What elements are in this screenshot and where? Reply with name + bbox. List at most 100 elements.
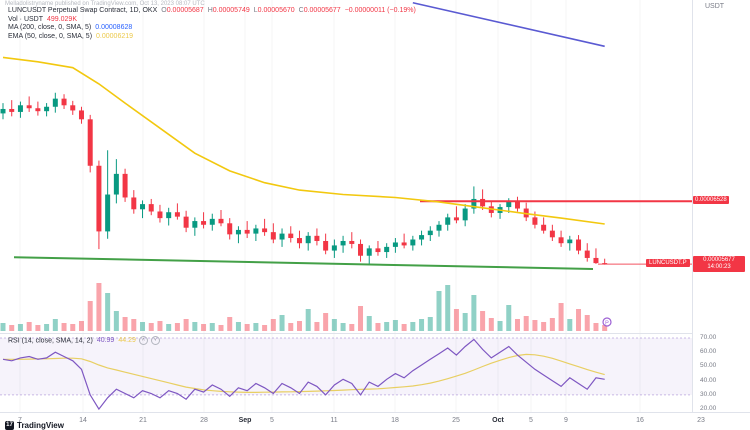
candle-body bbox=[593, 257, 599, 264]
candle-body bbox=[480, 198, 486, 207]
candle-body bbox=[349, 240, 355, 244]
candle-body bbox=[419, 235, 425, 240]
time-axis-label: 23 bbox=[697, 417, 705, 424]
volume-bar bbox=[131, 319, 137, 331]
time-axis-label: 11 bbox=[330, 417, 338, 424]
volume-bar bbox=[384, 322, 390, 331]
volume-bar bbox=[331, 319, 337, 331]
candle-body bbox=[157, 211, 163, 219]
volume-bar bbox=[453, 309, 459, 331]
close-label: C bbox=[298, 7, 304, 14]
volume-bar bbox=[445, 285, 451, 331]
candle-body bbox=[218, 218, 224, 224]
symbol-price-tag: LUNCUSDT.P bbox=[646, 259, 690, 268]
volume-bar bbox=[52, 319, 58, 331]
volume-bar bbox=[218, 325, 224, 331]
candle-body bbox=[96, 165, 102, 232]
candle-body bbox=[87, 119, 93, 166]
low-label: L bbox=[253, 7, 258, 14]
candle-body bbox=[279, 233, 285, 240]
candle-body bbox=[314, 235, 320, 241]
support-trendline bbox=[13, 256, 594, 271]
candle-body bbox=[262, 228, 268, 233]
rsi-label: RSI (14, close, SMA, 14, 2) bbox=[8, 337, 93, 345]
candle-body bbox=[366, 248, 372, 256]
candle-body bbox=[401, 242, 407, 246]
volume-bar bbox=[61, 323, 67, 331]
ma-legend-row[interactable]: MA (200, close, 0, SMA, 5) 0.00008628 bbox=[8, 24, 416, 33]
candle-body bbox=[122, 173, 128, 198]
candle-body bbox=[70, 105, 76, 111]
volume-bar bbox=[462, 313, 468, 331]
symbol-title[interactable]: LUNCUSDT Perpetual Swap Contract, 1D, OK… bbox=[8, 7, 158, 14]
change-value: −0.00000011 (−0.19%) bbox=[344, 7, 416, 14]
symbol-legend-row[interactable]: LUNCUSDT Perpetual Swap Contract, 1D, OK… bbox=[8, 7, 416, 16]
time-axis-label: 14 bbox=[79, 417, 87, 424]
volume-bar bbox=[0, 323, 6, 331]
ema-legend-row[interactable]: EMA (50, close, 0, SMA, 5) 0.00006219 bbox=[8, 33, 416, 42]
ema-value: 0.00006219 bbox=[96, 32, 134, 40]
volume-bar bbox=[183, 319, 189, 331]
rsi-collapse-icon[interactable]: ˄ bbox=[138, 336, 148, 345]
candle-body bbox=[584, 250, 590, 258]
rsi-expand-icon[interactable]: ˅ bbox=[150, 336, 160, 345]
volume-bar bbox=[567, 319, 573, 331]
volume-bar bbox=[157, 321, 163, 331]
time-axis-label: 5 bbox=[529, 417, 533, 424]
volume-bar bbox=[17, 324, 23, 331]
tradingview-branding[interactable]: 17 TradingView bbox=[5, 421, 64, 430]
candle-body bbox=[288, 233, 294, 239]
volume-bar bbox=[113, 311, 119, 331]
volume-legend-row[interactable]: Vol · USDT 499.029K bbox=[8, 16, 416, 25]
time-axis-label: Oct bbox=[492, 417, 504, 424]
rsi-axis-label: 70.00 bbox=[700, 334, 717, 341]
volume-bar bbox=[166, 324, 172, 331]
price-axis[interactable]: USDT 0.000090000.000088000.000086000.000… bbox=[692, 0, 750, 412]
volume-bar bbox=[532, 320, 538, 331]
candle-body bbox=[209, 218, 215, 225]
volume-bar bbox=[593, 323, 599, 331]
volume-bar bbox=[253, 323, 259, 331]
volume-bar bbox=[70, 324, 76, 331]
ma-label: MA (200, close, 0, SMA, 5) bbox=[8, 24, 92, 31]
volume-bar bbox=[235, 322, 241, 331]
candle-body bbox=[61, 98, 67, 106]
rsi-ma-line bbox=[3, 353, 605, 393]
volume-bar bbox=[174, 323, 180, 331]
volume-bar bbox=[314, 322, 320, 331]
candle-body bbox=[140, 204, 146, 210]
candle-body bbox=[462, 208, 468, 221]
volume-bar bbox=[497, 321, 503, 331]
candle-body bbox=[305, 235, 311, 244]
candle-body bbox=[26, 105, 32, 109]
volume-bar bbox=[227, 317, 233, 331]
resistance-price-label: 0.00006528 bbox=[693, 196, 729, 205]
time-axis-label: 21 bbox=[139, 417, 147, 424]
rsi-legend-row[interactable]: RSI (14, close, SMA, 14, 2) 40.99 44.29 ˄ ˅ bbox=[8, 336, 160, 345]
candle-body bbox=[174, 212, 180, 217]
volume-bar bbox=[541, 322, 547, 331]
candle-body bbox=[253, 228, 259, 234]
volume-bar bbox=[514, 319, 520, 331]
candle-body bbox=[375, 248, 381, 253]
rsi-axis-label: 50.00 bbox=[700, 362, 717, 370]
time-axis-label: 28 bbox=[200, 417, 208, 424]
candle-body bbox=[358, 243, 364, 256]
candle-body bbox=[35, 108, 41, 112]
volume-bar bbox=[358, 306, 364, 331]
candle-body bbox=[78, 110, 84, 120]
candle-body bbox=[270, 232, 276, 240]
volume-bar bbox=[192, 322, 198, 331]
volume-bar bbox=[436, 291, 442, 331]
volume-bar bbox=[340, 323, 346, 331]
candle-body bbox=[113, 173, 119, 195]
candle-body bbox=[17, 105, 23, 112]
candle-body bbox=[576, 239, 582, 251]
time-axis[interactable]: 7 14 21 28 Sep 5 11 18 25 Oct 5 9 16 23 bbox=[0, 412, 750, 430]
last-price-value: 0.00005677 bbox=[703, 257, 735, 264]
pane-separator[interactable] bbox=[0, 333, 750, 334]
time-axis-label: 18 bbox=[391, 417, 399, 424]
publication-marker-icon[interactable] bbox=[602, 317, 612, 327]
